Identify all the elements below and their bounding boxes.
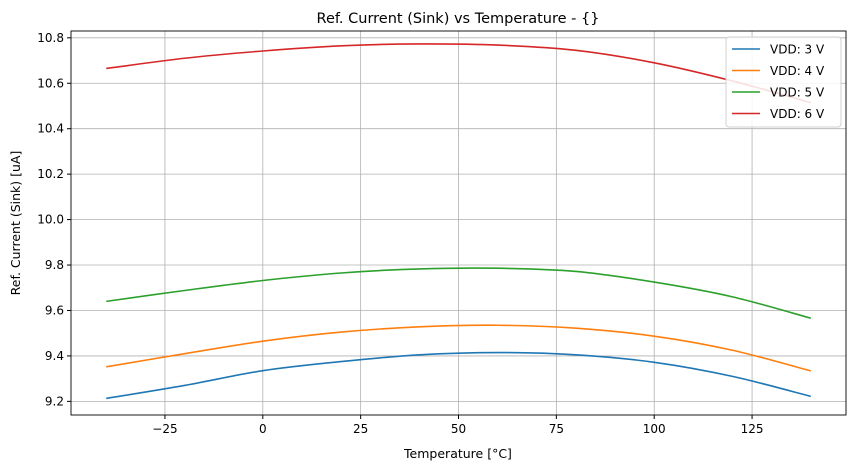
x-tick-label: 100 (643, 422, 666, 436)
y-tick-label: 9.2 (45, 394, 64, 408)
x-tick-label: 25 (353, 422, 368, 436)
legend-label: VDD: 3 V (770, 43, 825, 57)
legend-label: VDD: 6 V (770, 107, 825, 121)
y-tick-label: 9.8 (45, 258, 64, 272)
series-lines (106, 43, 811, 400)
x-tick-label: 50 (451, 422, 466, 436)
chart-title: Ref. Current (Sink) vs Temperature - {} (317, 11, 600, 27)
y-tick-label: 10.2 (37, 167, 64, 181)
x-tick-label: −25 (152, 422, 177, 436)
x-tick-label: 0 (259, 422, 267, 436)
y-tick-label: 10.4 (37, 122, 64, 136)
x-axis-label: Temperature [°C] (403, 446, 512, 461)
x-tick-label: 75 (549, 422, 564, 436)
x-tick-label: 125 (741, 422, 764, 436)
y-tick-label: 10.0 (37, 213, 64, 227)
y-tick-label: 9.6 (45, 303, 64, 317)
series-line-4 (106, 43, 811, 104)
ticks: −25 0 25 50 75 100 125 9.2 9.4 9.6 9.8 10.0 10.2 10.4… (37, 31, 763, 436)
legend-box (725, 36, 842, 128)
y-tick-label: 10.8 (37, 31, 64, 45)
legend-label: VDD: 4 V (770, 64, 825, 78)
legend-label: VDD: 5 V (770, 86, 825, 100)
grid (71, 31, 846, 415)
y-tick-label: 10.6 (37, 76, 64, 90)
series-line-3 (106, 267, 811, 319)
series-line-1 (106, 351, 811, 400)
y-tick-label: 9.4 (45, 349, 64, 363)
series-line-2 (106, 324, 811, 372)
y-axis-label: Ref. Current (Sink) [uA] (8, 151, 23, 296)
legend: VDD: 3 V VDD: 4 V VDD: 5 V VDD: 6 V (725, 36, 842, 128)
